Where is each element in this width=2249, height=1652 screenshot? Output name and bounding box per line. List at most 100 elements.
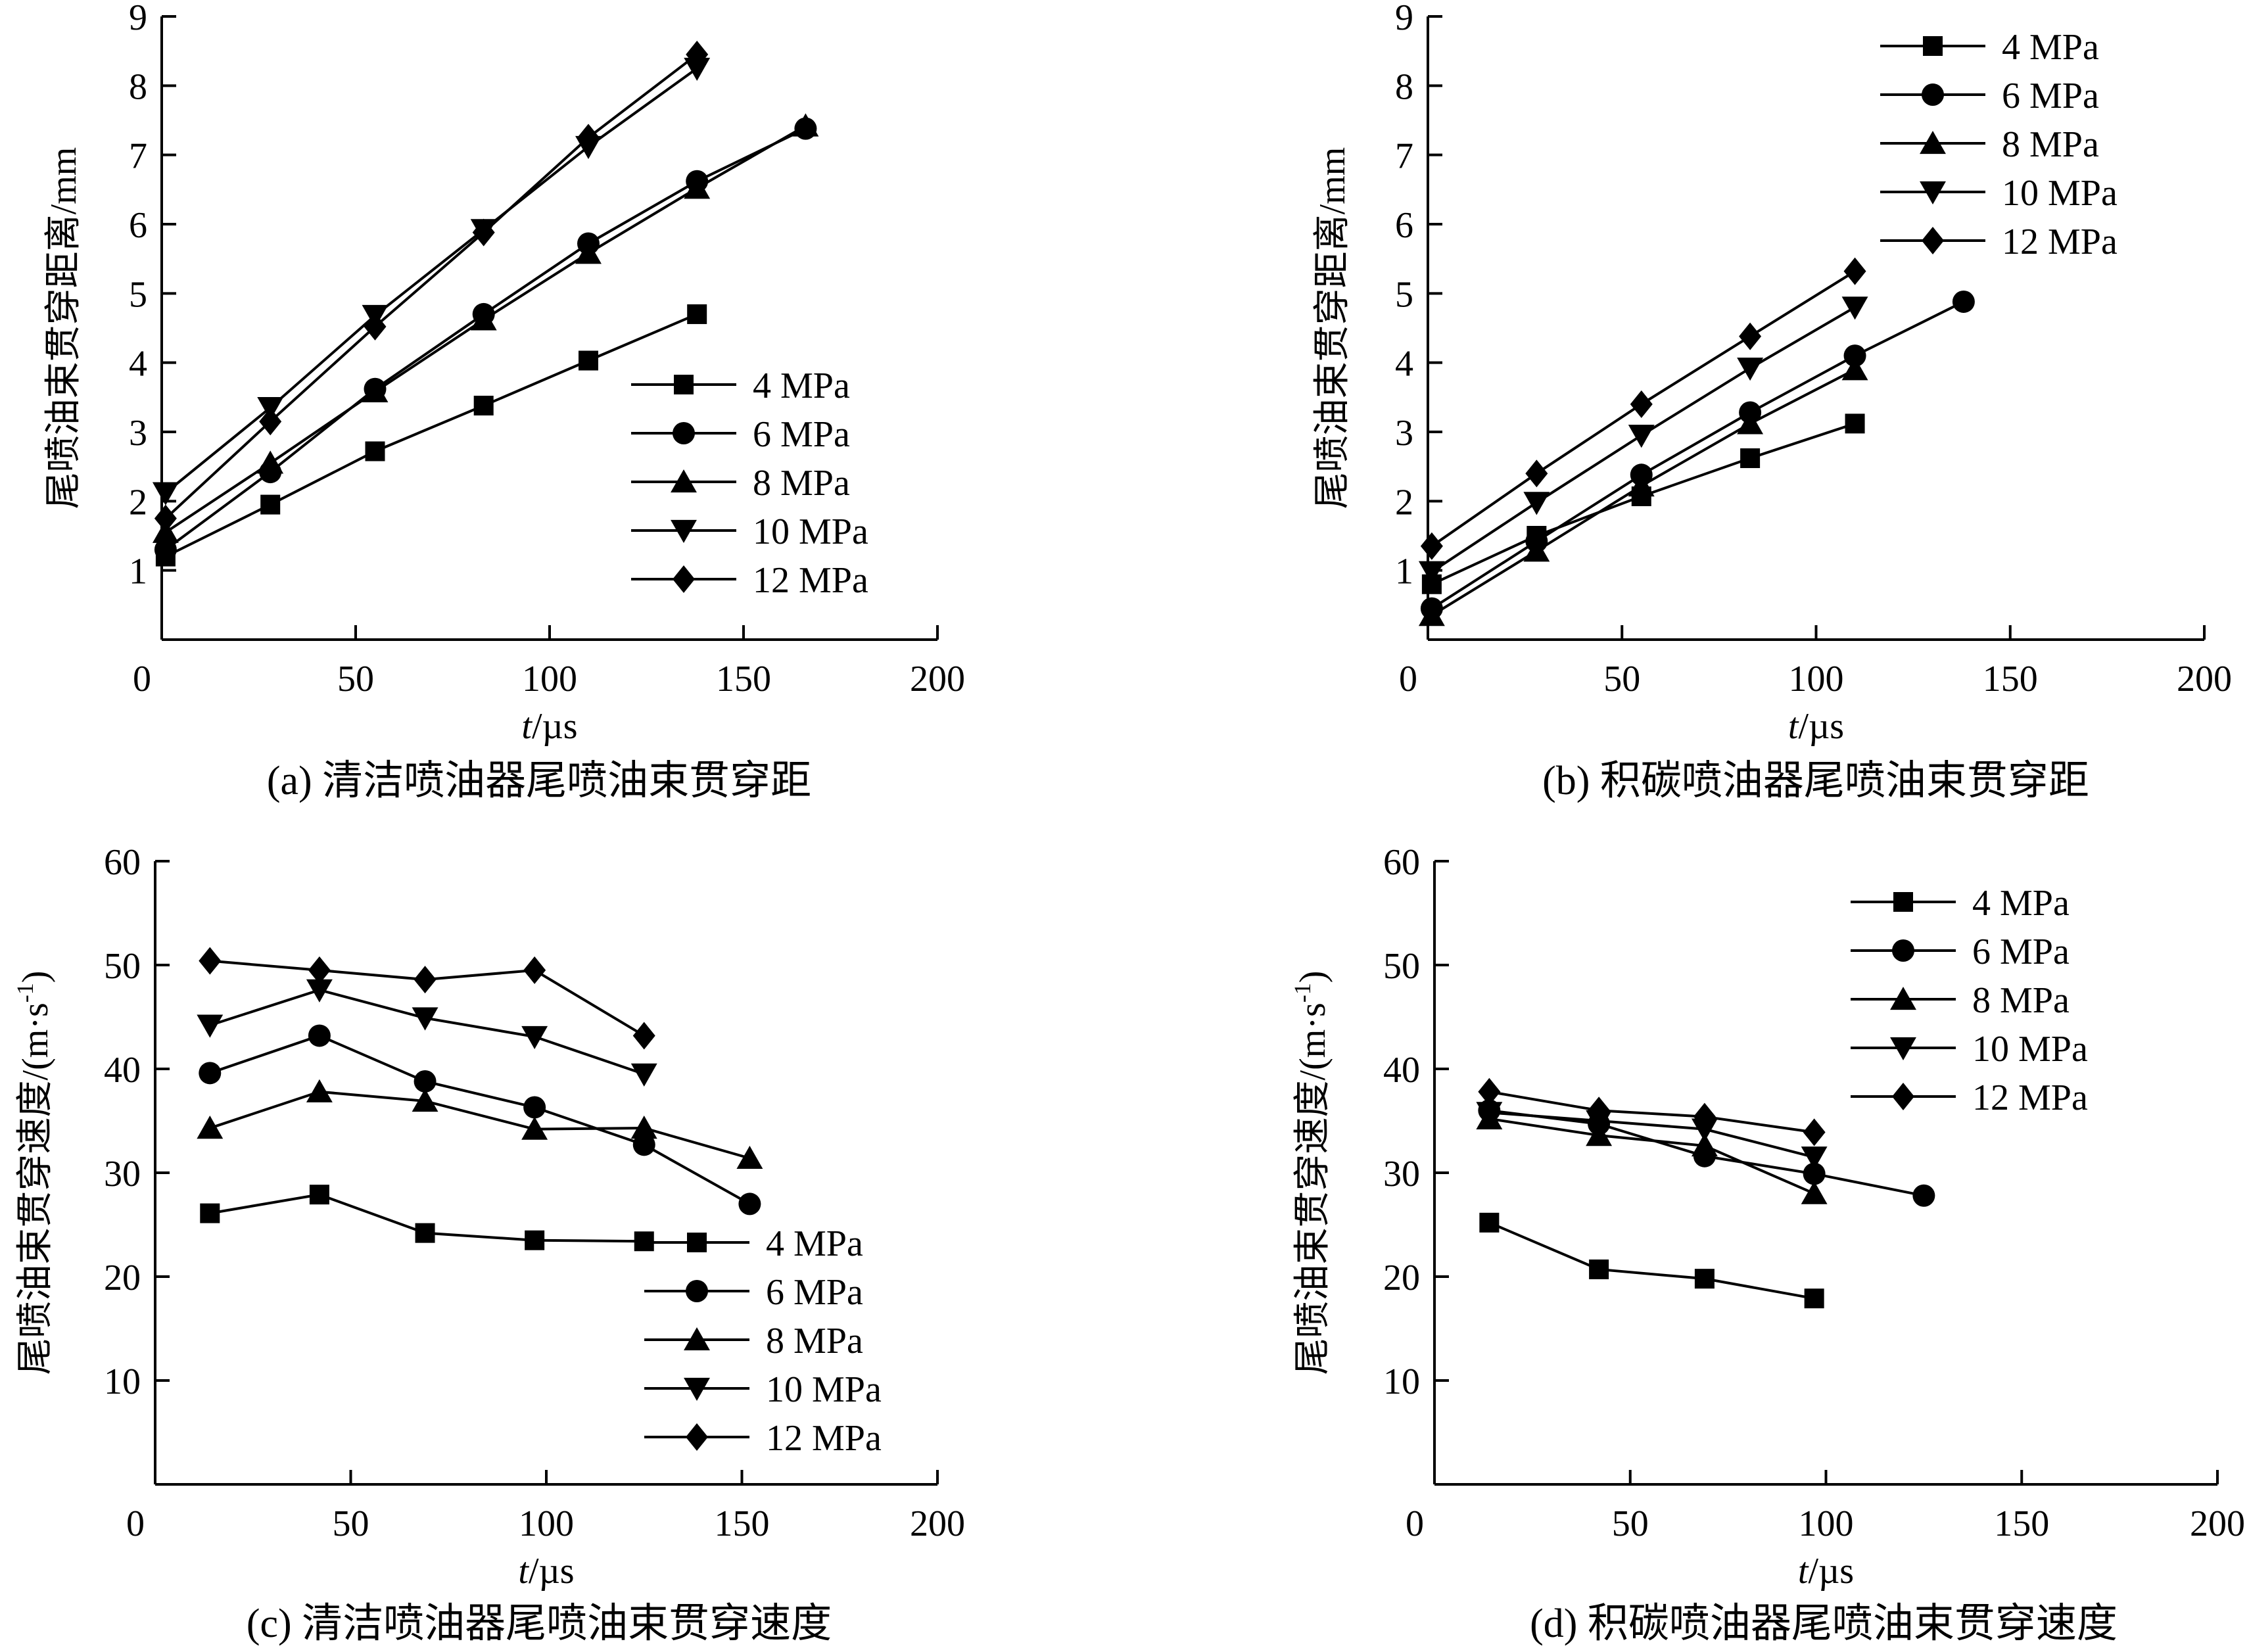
series-line <box>164 127 807 551</box>
data-point <box>412 1007 438 1031</box>
data-point <box>1801 1146 1828 1170</box>
legend: 4 MPa 6 MPa 8 MPa 10 MPa 12 MPa <box>1880 27 2118 262</box>
x-tick-label: 150 <box>715 1503 770 1544</box>
legend-label: 6 MPa <box>766 1272 863 1313</box>
y-tick-label: 1 <box>1395 552 1413 592</box>
data-point <box>473 395 494 415</box>
x-tick-label: 0 <box>133 659 151 699</box>
data-point <box>259 408 282 436</box>
x-tick-label: 150 <box>716 659 771 699</box>
x-tick-label: 50 <box>333 1503 369 1544</box>
legend-marker <box>673 422 695 444</box>
legend-item: 12 MPa <box>1851 1077 2088 1118</box>
y-axis-title-superscript: -1 <box>12 983 38 1003</box>
legend-marker <box>1892 1083 1914 1110</box>
legend-marker <box>1922 227 1944 254</box>
x-axis-title: t/µs <box>1788 706 1844 747</box>
data-point <box>308 1024 331 1047</box>
series-line <box>1489 1117 1815 1195</box>
series-6-mpa <box>199 1024 761 1215</box>
legend-item: 10 MPa <box>1880 173 2118 214</box>
legend-label: 8 MPa <box>2002 124 2099 165</box>
x-axis-title-var: t <box>521 706 533 747</box>
series-line <box>1489 1090 1814 1134</box>
legend: 4 MPa 6 MPa 8 MPa 10 MPa 12 MPa <box>1851 883 2088 1118</box>
legend-marker <box>686 1280 708 1302</box>
x-tick-label: 200 <box>910 1503 965 1544</box>
data-point <box>1479 1212 1500 1233</box>
legend-label: 8 MPa <box>766 1321 863 1361</box>
legend-item: 4 MPa <box>1851 883 2070 924</box>
chart-panel-d: 0 50 100 150 200 10 20 30 40 50 60 t/µs 尾喷油束贯穿速度/(m·… <box>1289 842 2245 1646</box>
series-8-mpa <box>1418 357 1868 626</box>
legend-label: 6 MPa <box>1972 932 2070 972</box>
data-point <box>414 966 437 994</box>
legend: 4 MPa 6 MPa 8 MPa 10 MPa 12 MPa <box>644 1223 882 1459</box>
legend-item: 6 MPa <box>644 1272 863 1313</box>
legend-item: 8 MPa <box>644 1321 863 1361</box>
data-point <box>632 1022 655 1050</box>
legend-marker <box>673 565 695 593</box>
y-tick-label: 1 <box>129 552 147 592</box>
data-point <box>1845 413 1865 434</box>
series-line <box>1489 1111 1815 1159</box>
y-axis-title-main: 尾喷油束贯穿距离/mm <box>1312 147 1353 509</box>
y-tick-label: 60 <box>104 842 141 883</box>
legend-marker <box>674 375 694 394</box>
y-tick-label: 10 <box>104 1361 141 1402</box>
data-point <box>1737 411 1764 435</box>
y-axis-title: 尾喷油束贯穿速度/(m·s-1) <box>12 971 56 1375</box>
y-tick-label: 30 <box>1383 1154 1420 1194</box>
data-point <box>415 1223 435 1243</box>
x-tick-label: 50 <box>1603 659 1640 699</box>
legend-marker <box>1893 892 1913 912</box>
data-point <box>200 1203 220 1223</box>
x-tick-label: 50 <box>1612 1503 1649 1544</box>
series-4-mpa <box>1479 1212 1824 1309</box>
y-tick-label: 50 <box>104 946 141 987</box>
x-tick-label: 0 <box>1399 659 1417 699</box>
legend-item: 4 MPa <box>631 366 850 406</box>
y-tick-label: 7 <box>129 136 147 177</box>
y-tick-label: 10 <box>1383 1361 1420 1402</box>
legend-marker <box>1920 181 1946 204</box>
y-tick-label: 5 <box>129 274 147 315</box>
data-point <box>1843 257 1866 285</box>
data-point <box>197 1014 224 1038</box>
data-point <box>1801 1181 1828 1204</box>
legend-label: 8 MPa <box>1972 980 2070 1021</box>
data-point <box>1418 561 1445 584</box>
y-tick-label: 4 <box>1395 344 1413 385</box>
data-point <box>1628 473 1655 497</box>
series-12-mpa <box>199 947 655 1050</box>
x-tick-label: 100 <box>1799 1503 1854 1544</box>
series-line <box>1488 1221 1814 1300</box>
y-tick-label: 8 <box>129 66 147 107</box>
legend-marker <box>687 1233 707 1252</box>
legend-label: 10 MPa <box>1972 1029 2088 1070</box>
series-12-mpa <box>154 40 709 532</box>
y-tick-label: 6 <box>1395 205 1413 246</box>
x-axis-title: t/µs <box>518 1551 574 1592</box>
legend-label: 10 MPa <box>753 511 868 552</box>
legend-marker <box>1920 131 1946 154</box>
data-point <box>1804 1288 1824 1309</box>
y-axis-title: 尾喷油束贯穿距离/mm <box>1312 147 1353 509</box>
legend-item: 10 MPa <box>631 511 868 552</box>
y-axis-title-end: ) <box>1292 971 1333 983</box>
x-axis-title-var: t <box>518 1551 529 1592</box>
legend-marker <box>686 1423 708 1451</box>
data-point <box>199 947 222 975</box>
data-point <box>632 1133 655 1156</box>
x-tick-label: 200 <box>910 659 965 699</box>
x-tick-label: 100 <box>519 1503 574 1544</box>
x-tick-label: 100 <box>522 659 577 699</box>
data-point <box>1841 357 1868 381</box>
legend-label: 10 MPa <box>2002 173 2118 214</box>
data-point <box>579 350 598 371</box>
legend-label: 6 MPa <box>2002 76 2099 116</box>
data-point <box>1630 390 1653 418</box>
legend-label: 4 MPa <box>1972 883 2070 924</box>
data-point <box>152 482 179 506</box>
series-8-mpa <box>197 1079 763 1169</box>
